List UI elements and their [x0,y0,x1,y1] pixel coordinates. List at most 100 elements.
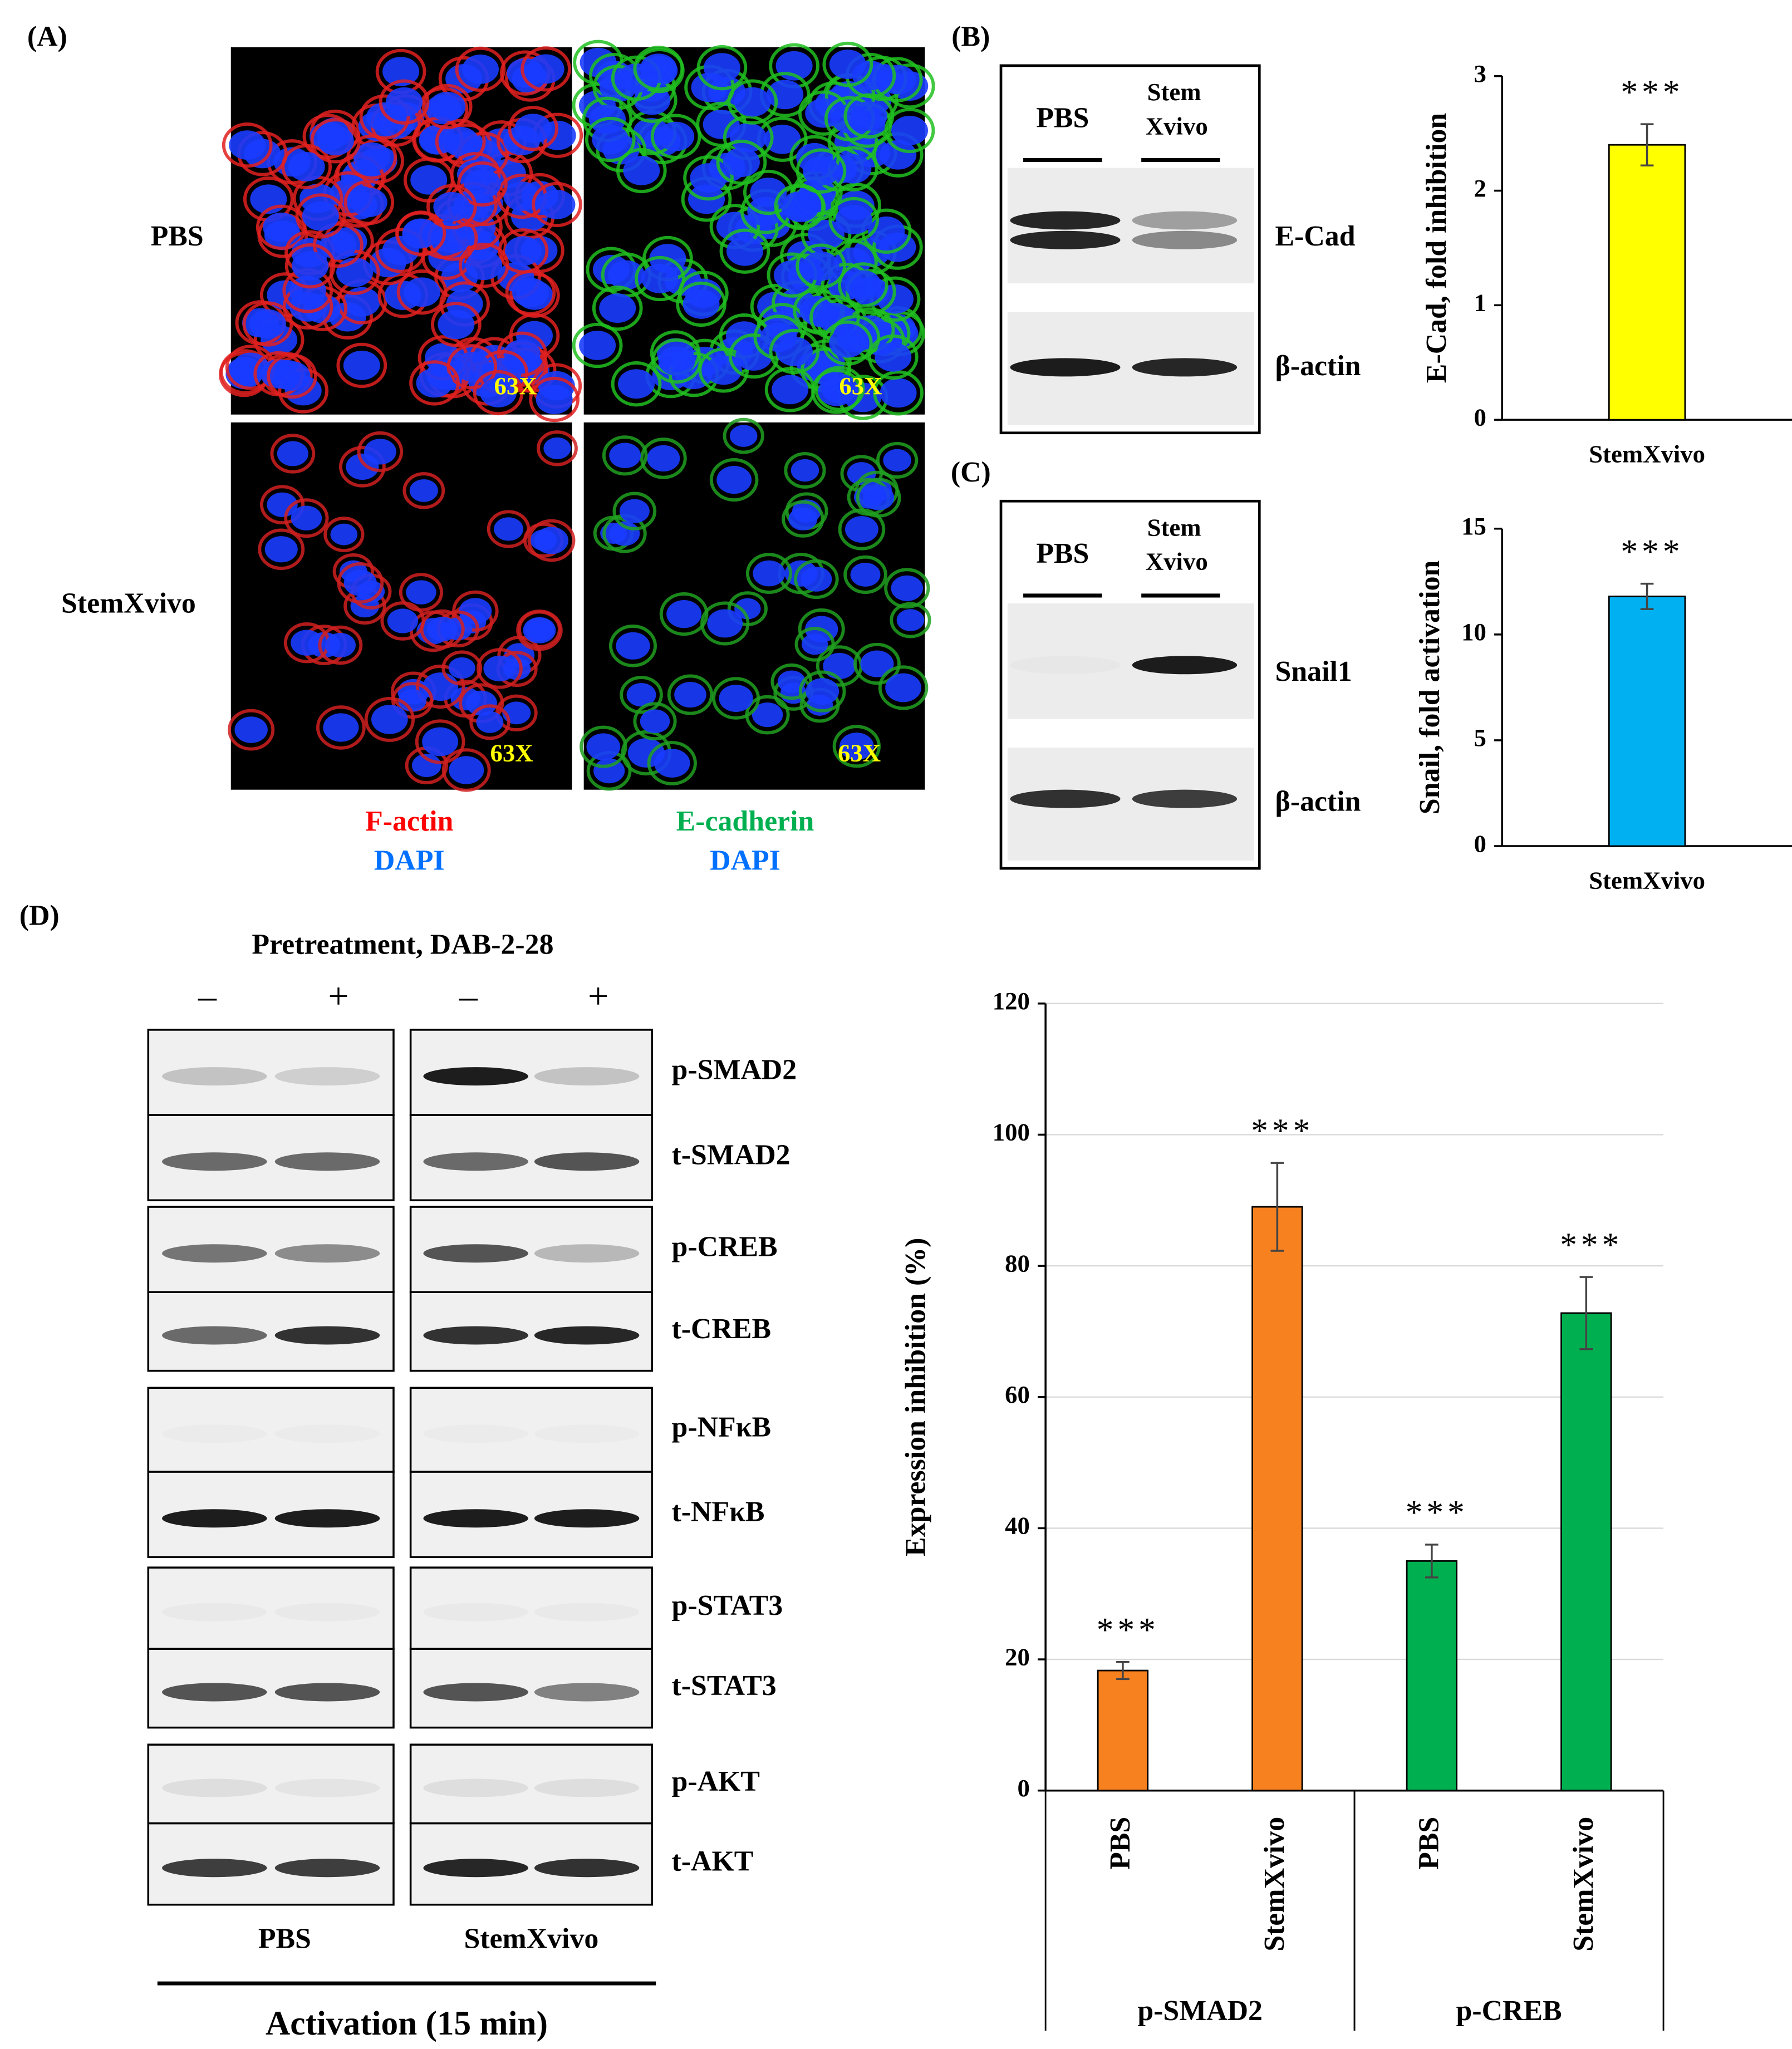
nucleus [291,505,322,530]
bar [1608,595,1686,847]
cell [782,500,824,538]
blot [147,1743,395,1825]
micrograph [228,422,578,792]
nucleus [616,632,650,660]
band [534,1603,640,1621]
cell [716,139,767,185]
nucleus [343,569,377,596]
nucleus [806,678,839,705]
y-axis-label: Snail, fold activation [1414,560,1446,814]
nucleus [808,220,845,249]
band [534,1152,640,1171]
cell [635,255,685,302]
cell [284,498,329,538]
cell [633,702,677,741]
nucleus [406,580,436,605]
nucleus [302,201,339,231]
nucleus [579,331,616,360]
panel-label: (C) [951,456,991,488]
nucleus [514,114,552,144]
stain-label: E-cadherin [676,805,814,837]
nucleus [690,163,727,193]
band [162,1859,267,1878]
nucleus [683,289,720,319]
nucleus [734,87,771,117]
x-tick-label: StemXvivo [1589,866,1705,894]
nucleus [658,346,695,376]
nucleus [422,727,459,756]
lane-label: Stem [1147,513,1201,541]
nucleus [527,54,564,84]
nucleus [320,230,357,260]
band [534,1067,640,1086]
significance: *** [1406,1493,1469,1531]
nucleus [802,156,839,186]
cell [364,696,415,742]
cell [633,46,684,91]
nucleus [523,617,556,643]
nucleus [850,562,881,587]
band [275,1603,380,1621]
nucleus [845,516,878,543]
nucleus [317,126,354,156]
nucleus [752,702,783,728]
nucleus [723,148,760,177]
nucleus [464,169,501,199]
nucleus [409,479,438,502]
band [162,1683,267,1702]
nucleus [801,567,832,592]
nucleus [753,560,785,587]
nucleus [453,352,490,382]
cell [659,592,709,636]
nucleus [323,713,359,742]
cell [696,45,748,91]
cell [698,347,749,393]
cell [828,196,880,243]
band [274,1067,380,1086]
lane-label: PBS [1036,538,1089,569]
bar [1608,144,1686,421]
nucleus [476,711,504,733]
band [534,1683,640,1702]
significance: *** [1560,1226,1623,1264]
error-bar [1579,1276,1593,1350]
nucleus [534,527,569,554]
header: Pretreatment, DAB-2-28 [252,928,553,960]
band [162,1244,267,1263]
cell [527,519,576,562]
band [423,1244,528,1263]
cell [743,169,794,215]
cell [853,642,901,685]
cell [457,161,508,207]
band [1132,656,1238,675]
blot-label: t-STAT3 [672,1670,777,1702]
cell [458,243,509,288]
cell [700,601,750,646]
cell [338,446,386,488]
blot-label: t-AKT [672,1846,754,1878]
band [423,1067,528,1086]
nucleus [772,375,809,405]
nucleus [592,125,629,154]
nucleus [734,598,761,620]
cell [357,431,404,472]
nucleus [730,122,767,153]
cell [723,417,764,454]
cell [650,114,701,159]
nucleus [386,87,423,117]
nucleus [438,309,475,340]
nucleus [416,368,453,398]
nucleus [883,449,911,472]
y-tick-label: 0 [1474,829,1486,857]
nucleus [267,492,298,517]
band [423,1683,528,1702]
nucleus [353,142,390,172]
blot-label: p-SMAD2 [672,1054,797,1085]
y-axis-label: Expression inhibition (%) [900,1238,931,1556]
nucleus [371,705,408,734]
band [274,1859,380,1878]
nucleus [707,609,743,638]
error-bar [1116,1660,1130,1681]
cell [395,210,446,256]
nucleus [291,630,323,656]
